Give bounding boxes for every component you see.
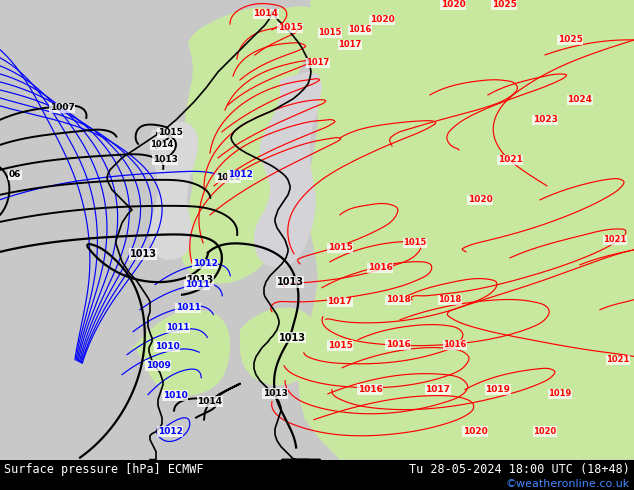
Polygon shape	[130, 310, 230, 395]
Text: 1011: 1011	[166, 323, 190, 332]
Text: 1017: 1017	[425, 385, 451, 394]
Text: 1017: 1017	[306, 58, 330, 68]
Polygon shape	[180, 6, 318, 284]
Text: 1021: 1021	[606, 355, 630, 364]
Text: 1025: 1025	[491, 0, 517, 9]
Text: Surface pressure [hPa] ECMWF: Surface pressure [hPa] ECMWF	[4, 463, 204, 476]
Text: 1014: 1014	[150, 140, 174, 149]
Text: 1016: 1016	[385, 340, 410, 349]
Text: 1020: 1020	[370, 16, 394, 24]
Text: 1019: 1019	[548, 389, 572, 398]
Polygon shape	[150, 122, 198, 260]
Text: 1020: 1020	[441, 0, 465, 9]
Text: 1017: 1017	[328, 297, 353, 306]
Text: 1021: 1021	[498, 155, 522, 164]
Text: ©weatheronline.co.uk: ©weatheronline.co.uk	[506, 479, 630, 489]
Text: 1012: 1012	[193, 259, 217, 269]
Text: 1009: 1009	[146, 361, 171, 370]
Text: 1015: 1015	[328, 244, 353, 252]
Text: 1015: 1015	[278, 24, 302, 32]
Text: 1016: 1016	[368, 263, 392, 272]
Text: 1010: 1010	[163, 391, 188, 400]
Text: 1014: 1014	[254, 9, 278, 19]
Text: 06: 06	[9, 171, 21, 179]
Text: 1011: 1011	[184, 280, 209, 289]
Text: 1020: 1020	[533, 427, 557, 436]
Text: 1013: 1013	[129, 249, 157, 259]
Polygon shape	[298, 0, 634, 460]
Text: 1011: 1011	[176, 303, 200, 312]
Polygon shape	[254, 72, 322, 268]
Text: 1018: 1018	[438, 295, 462, 304]
Text: 1013: 1013	[262, 389, 287, 398]
Text: 1007: 1007	[49, 103, 74, 112]
Text: Tu 28-05-2024 18:00 UTC (18+48): Tu 28-05-2024 18:00 UTC (18+48)	[409, 463, 630, 476]
Text: 1019: 1019	[486, 385, 510, 394]
Text: 1013: 1013	[276, 277, 304, 287]
Text: 1016: 1016	[358, 385, 382, 394]
Text: 1021: 1021	[604, 235, 626, 245]
Text: 1012: 1012	[158, 427, 183, 436]
Text: 1015: 1015	[328, 341, 353, 350]
Text: 1010: 1010	[155, 342, 179, 351]
Text: 1013: 1013	[278, 333, 306, 343]
Text: 1018: 1018	[385, 295, 410, 304]
Text: 1013: 1013	[186, 275, 214, 285]
Text: 1017: 1017	[339, 41, 361, 49]
Text: 1016: 1016	[348, 25, 372, 34]
Polygon shape	[240, 308, 320, 386]
Text: 1015: 1015	[158, 128, 183, 137]
Text: 1012: 1012	[216, 173, 240, 182]
Text: 1015: 1015	[318, 28, 342, 37]
Text: 1023: 1023	[533, 116, 557, 124]
Text: 1016: 1016	[443, 340, 467, 349]
Text: 1014: 1014	[198, 397, 223, 406]
Text: 1024: 1024	[567, 96, 593, 104]
Text: 1013: 1013	[153, 155, 178, 164]
Text: 1025: 1025	[557, 35, 583, 45]
Text: 1020: 1020	[463, 427, 488, 436]
Text: 1020: 1020	[468, 196, 493, 204]
Text: 1012: 1012	[228, 171, 252, 179]
Text: 1015: 1015	[403, 238, 427, 247]
Polygon shape	[595, 3, 625, 20]
